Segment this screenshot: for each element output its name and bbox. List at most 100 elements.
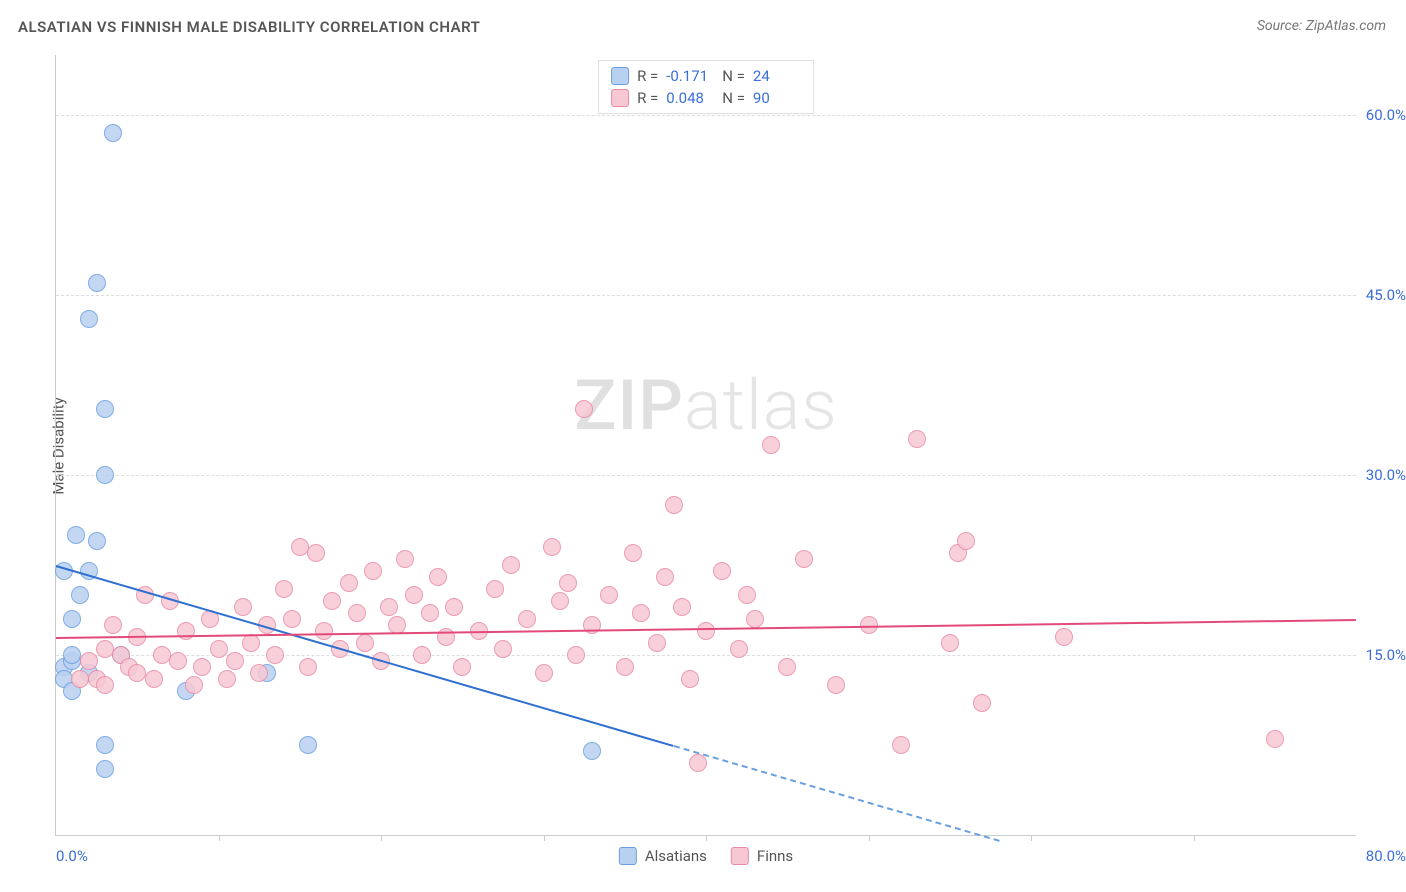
gridline <box>56 475 1356 476</box>
legend-series: Alsatians Finns <box>619 847 793 865</box>
y-tick-label: 30.0% <box>1361 466 1406 484</box>
data-point <box>348 604 366 622</box>
data-point <box>648 634 666 652</box>
data-point <box>1055 628 1073 646</box>
data-point <box>299 736 317 754</box>
legend-stats: R =-0.171N =24R =0.048N =90 <box>598 60 814 114</box>
data-point <box>494 640 512 658</box>
x-axis-min-label: 0.0% <box>56 847 88 865</box>
data-point <box>600 586 618 604</box>
data-point <box>266 646 284 664</box>
data-point <box>1266 730 1284 748</box>
data-point <box>405 586 423 604</box>
data-point <box>234 598 252 616</box>
data-point <box>551 592 569 610</box>
legend-n-label: N = <box>722 89 745 107</box>
data-point <box>96 676 114 694</box>
y-tick-label: 60.0% <box>1361 106 1406 124</box>
x-tick <box>706 835 707 841</box>
data-point <box>486 580 504 598</box>
data-point <box>453 658 471 676</box>
data-point <box>908 430 926 448</box>
x-tick <box>1031 835 1032 841</box>
data-point <box>67 526 85 544</box>
data-point <box>193 658 211 676</box>
y-tick-label: 15.0% <box>1361 646 1406 664</box>
data-point <box>421 604 439 622</box>
data-point <box>429 568 447 586</box>
data-point <box>778 658 796 676</box>
data-point <box>396 550 414 568</box>
legend-series-label: Alsatians <box>645 847 707 865</box>
legend-n-label: N = <box>722 67 745 85</box>
data-point <box>96 466 114 484</box>
data-point <box>689 754 707 772</box>
data-point <box>96 760 114 778</box>
data-point <box>502 556 520 574</box>
trend-line <box>673 745 999 842</box>
legend-r-value: -0.171 <box>666 67 714 85</box>
data-point <box>88 532 106 550</box>
data-point <box>96 400 114 418</box>
x-tick <box>544 835 545 841</box>
data-point <box>543 538 561 556</box>
data-point <box>616 658 634 676</box>
data-point <box>275 580 293 598</box>
data-point <box>575 400 593 418</box>
data-point <box>713 562 731 580</box>
data-point <box>583 742 601 760</box>
legend-swatch <box>731 847 749 865</box>
data-point <box>315 622 333 640</box>
legend-r-value: 0.048 <box>666 89 714 107</box>
data-point <box>762 436 780 454</box>
data-point <box>445 598 463 616</box>
data-point <box>665 496 683 514</box>
data-point <box>71 586 89 604</box>
data-point <box>250 664 268 682</box>
data-point <box>88 274 106 292</box>
data-point <box>941 634 959 652</box>
data-point <box>299 658 317 676</box>
x-axis-max-label: 80.0% <box>1366 847 1406 865</box>
chart-source: Source: ZipAtlas.com <box>1257 18 1386 34</box>
watermark: ZIPatlas <box>574 365 838 447</box>
x-tick <box>869 835 870 841</box>
data-point <box>957 532 975 550</box>
data-point <box>518 610 536 628</box>
gridline <box>56 655 1356 656</box>
data-point <box>746 610 764 628</box>
data-point <box>226 652 244 670</box>
data-point <box>283 610 301 628</box>
data-point <box>892 736 910 754</box>
data-point <box>80 310 98 328</box>
x-tick <box>381 835 382 841</box>
data-point <box>96 736 114 754</box>
data-point <box>242 634 260 652</box>
data-point <box>567 646 585 664</box>
data-point <box>185 676 203 694</box>
data-point <box>632 604 650 622</box>
data-point <box>413 646 431 664</box>
data-point <box>795 550 813 568</box>
data-point <box>559 574 577 592</box>
legend-r-label: R = <box>637 89 658 107</box>
data-point <box>738 586 756 604</box>
data-point <box>340 574 358 592</box>
data-point <box>973 694 991 712</box>
legend-series-label: Finns <box>757 847 793 865</box>
legend-swatch <box>611 89 629 107</box>
data-point <box>681 670 699 688</box>
legend-stat-row: R =-0.171N =24 <box>611 65 801 87</box>
legend-series-item: Finns <box>731 847 793 865</box>
x-tick <box>219 835 220 841</box>
legend-swatch <box>611 67 629 85</box>
data-point <box>104 124 122 142</box>
gridline <box>56 295 1356 296</box>
data-point <box>63 610 81 628</box>
legend-swatch <box>619 847 637 865</box>
data-point <box>697 622 715 640</box>
data-point <box>210 640 228 658</box>
legend-series-item: Alsatians <box>619 847 707 865</box>
scatter-plot: ZIPatlas R =-0.171N =24R =0.048N =90 Als… <box>55 55 1356 836</box>
data-point <box>364 562 382 580</box>
